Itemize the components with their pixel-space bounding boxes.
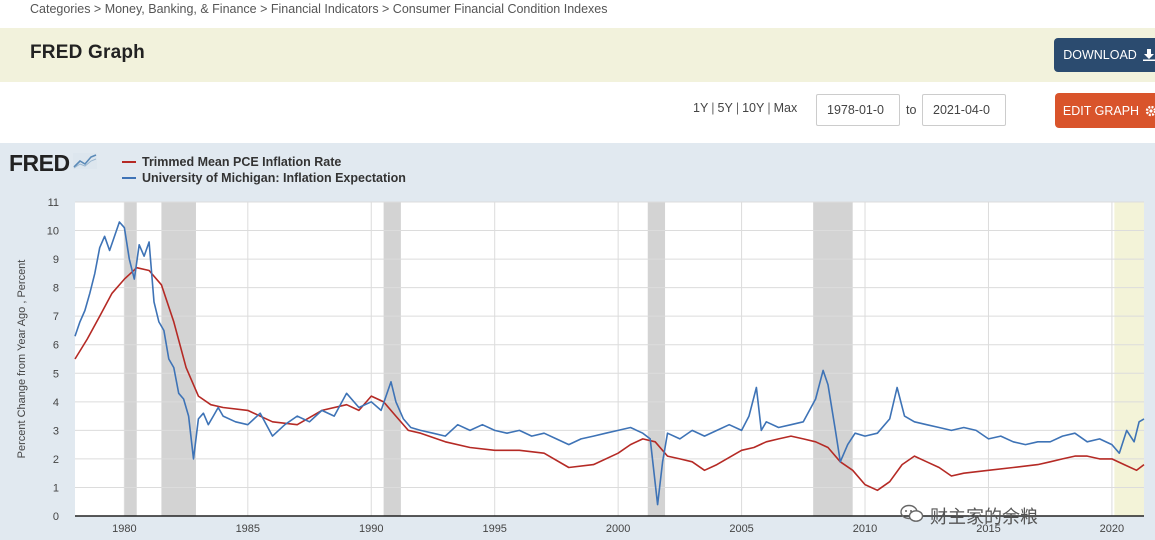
fred-logo[interactable]: FRED	[9, 150, 97, 177]
y-tick-label: 6	[53, 340, 59, 352]
range-separator: |	[735, 101, 740, 115]
title-bar: FRED Graph	[0, 28, 1155, 82]
range-links: 1Y | 5Y | 10Y | Max	[693, 101, 797, 115]
legend-item-pce[interactable]: Trimmed Mean PCE Inflation Rate	[122, 154, 406, 170]
range-1y-link[interactable]: 1Y	[693, 101, 709, 115]
y-tick-label: 2	[53, 454, 59, 466]
x-tick-label: 2010	[853, 523, 877, 535]
download-button[interactable]: DOWNLOAD	[1054, 38, 1155, 72]
fred-logo-text: FRED	[9, 150, 70, 176]
y-tick-label: 8	[53, 283, 59, 295]
x-tick-label: 1990	[359, 523, 383, 535]
plot-area	[75, 202, 1144, 516]
legend-label-michigan: University of Michigan: Inflation Expect…	[142, 171, 406, 185]
y-tick-label: 7	[53, 311, 59, 323]
y-tick-label: 9	[53, 254, 59, 266]
y-tick-label: 11	[48, 197, 59, 209]
wechat-icon	[900, 504, 924, 529]
recession-band	[383, 202, 401, 516]
start-date-input[interactable]	[816, 94, 900, 126]
recession-band	[647, 202, 666, 516]
gear-icon	[1145, 105, 1155, 117]
range-5y-link[interactable]: 5Y	[717, 101, 733, 115]
to-label: to	[906, 103, 917, 117]
line-chart: 0 1 2 3 4 5 6 7 8 9 10 11 1980 1985 1990 1995 2000 2005 20…	[16, 197, 1145, 535]
end-date-input[interactable]	[922, 94, 1006, 126]
edit-graph-button[interactable]: EDIT GRAPH	[1055, 93, 1155, 128]
y-tick-label: 10	[47, 226, 59, 238]
y-axis-label: Percent Change from Year Ago , Percent	[16, 260, 28, 459]
page-title: FRED Graph	[30, 42, 145, 63]
legend-swatch-pce	[122, 161, 136, 163]
legend-label-pce: Trimmed Mean PCE Inflation Rate	[142, 155, 342, 169]
x-tick-label: 2000	[606, 523, 630, 535]
recession-band	[161, 202, 196, 516]
x-tick-label: 1980	[112, 523, 136, 535]
range-max-link[interactable]: Max	[773, 101, 798, 115]
x-tick-label: 2015	[976, 523, 1000, 535]
x-tick-label: 1985	[236, 523, 260, 535]
y-tick-label: 4	[53, 397, 59, 409]
legend-item-michigan[interactable]: University of Michigan: Inflation Expect…	[122, 170, 406, 186]
y-tick-label: 0	[53, 511, 59, 523]
download-button-label: DOWNLOAD	[1063, 48, 1137, 62]
y-tick-label: 1	[53, 482, 59, 494]
watermark-text: 财主家的余粮	[930, 507, 1038, 528]
range-separator: |	[711, 101, 715, 115]
y-tick-label: 3	[53, 425, 59, 437]
recession-band	[813, 202, 853, 516]
series-line-pce	[74, 266, 1145, 492]
chart-legend: Trimmed Mean PCE Inflation Rate Universi…	[122, 154, 406, 186]
highlight-band	[1114, 202, 1144, 516]
series-line-michigan	[74, 221, 1145, 506]
edit-graph-button-label: EDIT GRAPH	[1062, 103, 1140, 118]
chart-line-icon	[72, 153, 97, 174]
watermark: 财主家的余粮	[900, 503, 1038, 529]
x-tick-label: 2005	[729, 523, 753, 535]
x-tick-label: 2020	[1100, 523, 1124, 535]
x-tick-label: 1995	[482, 523, 506, 535]
y-tick-label: 5	[53, 368, 59, 380]
range-10y-link[interactable]: 10Y	[742, 101, 765, 115]
range-separator: |	[767, 101, 771, 115]
recession-band	[124, 202, 137, 516]
breadcrumb[interactable]: Categories > Money, Banking, & Finance >…	[30, 2, 608, 16]
legend-swatch-michigan	[122, 177, 136, 179]
download-icon	[1142, 49, 1155, 61]
